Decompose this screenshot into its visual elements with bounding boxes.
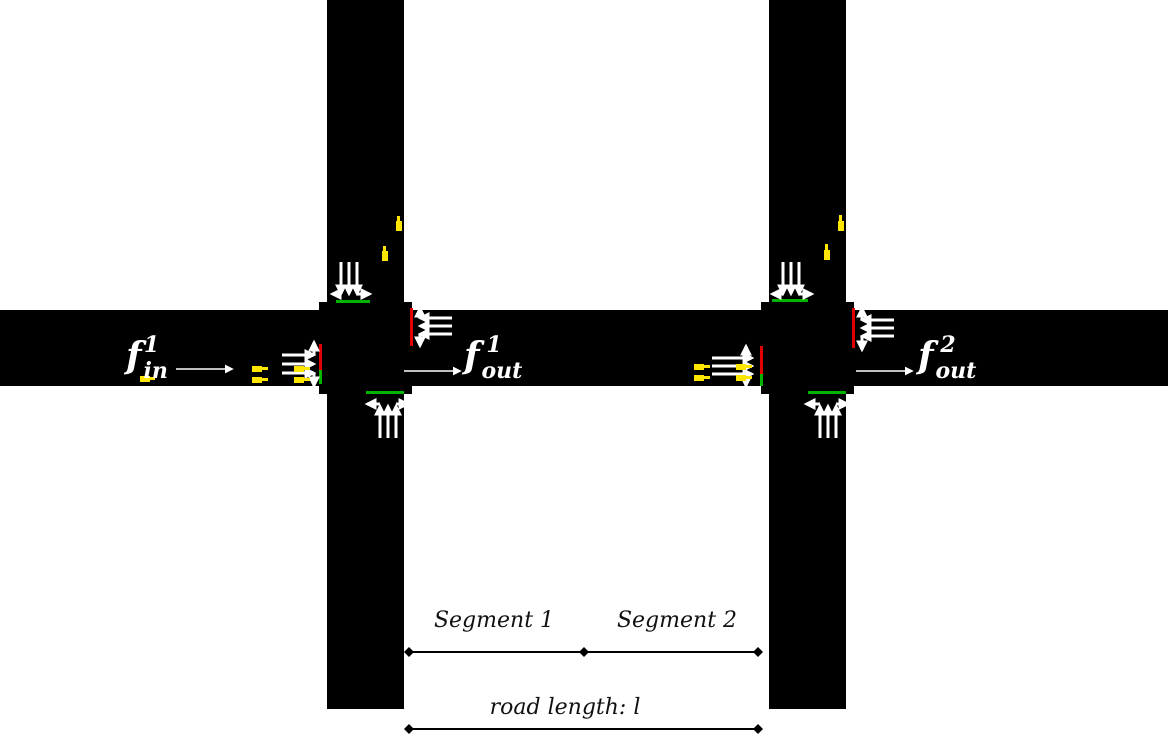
flow-out-1-label: fout1 bbox=[461, 332, 522, 384]
vehicle-icon bbox=[294, 377, 310, 383]
flow-in-1: fin1 bbox=[123, 332, 234, 384]
signal-south-green-1 bbox=[366, 391, 404, 394]
vehicle-icon bbox=[694, 364, 710, 370]
signal-west-red-2 bbox=[760, 346, 763, 386]
lane-arrows-south-2 bbox=[803, 398, 851, 438]
segment-1-label: Segment 1 bbox=[434, 608, 554, 633]
vehicle-icon bbox=[838, 215, 844, 231]
dimension-marker-icon bbox=[404, 724, 414, 734]
signal-east-red-2 bbox=[852, 308, 855, 348]
dimension-marker-icon bbox=[753, 647, 763, 657]
segment-2-label: Segment 2 bbox=[617, 608, 737, 633]
flow-out-1: fout1 bbox=[404, 332, 522, 384]
dimension-marker-icon bbox=[753, 724, 763, 734]
signals-intersection-1 bbox=[319, 300, 413, 394]
signal-west-green-2 bbox=[760, 374, 763, 386]
lane-arrows-north-2 bbox=[769, 262, 815, 300]
vehicle-icon bbox=[252, 366, 268, 372]
vehicle-icon bbox=[294, 366, 310, 372]
dimension-marker-icon bbox=[404, 647, 414, 657]
lane-arrows-east-1 bbox=[414, 305, 452, 349]
signal-east-red-1 bbox=[410, 308, 413, 346]
vehicle-icon bbox=[140, 376, 155, 382]
intersection-1 bbox=[319, 302, 412, 394]
vehicle-icon bbox=[736, 375, 752, 381]
lane-arrows-south-1 bbox=[364, 398, 411, 438]
lane-arrows-east-2 bbox=[856, 305, 894, 353]
vehicle-icon bbox=[252, 377, 268, 383]
segment-dimensions: Segment 1 Segment 2 road length: l bbox=[404, 608, 763, 734]
signal-west-green-1 bbox=[319, 370, 322, 384]
vehicle-icon bbox=[824, 244, 830, 260]
flow-in-1-label: fin1 bbox=[123, 332, 168, 384]
lane-arrows-north-1 bbox=[329, 262, 373, 300]
roads bbox=[0, 0, 1168, 709]
lane-arrows-west-1 bbox=[282, 339, 320, 389]
vehicle-icon bbox=[382, 246, 388, 261]
signals-intersection-2 bbox=[760, 299, 855, 394]
intersection-2 bbox=[761, 302, 854, 394]
signal-north-green-1 bbox=[336, 300, 370, 303]
vehicle-icon bbox=[736, 364, 752, 370]
horizontal-road bbox=[0, 310, 1168, 386]
road-length-label: road length: l bbox=[490, 695, 641, 720]
signal-west-red-1 bbox=[319, 344, 322, 384]
signal-north-green-2 bbox=[772, 299, 808, 302]
vehicle-icon bbox=[694, 375, 710, 381]
vehicle-icon bbox=[396, 216, 402, 231]
dimension-marker-icon bbox=[579, 647, 589, 657]
vehicles bbox=[140, 215, 844, 383]
signal-south-green-2 bbox=[808, 391, 846, 394]
